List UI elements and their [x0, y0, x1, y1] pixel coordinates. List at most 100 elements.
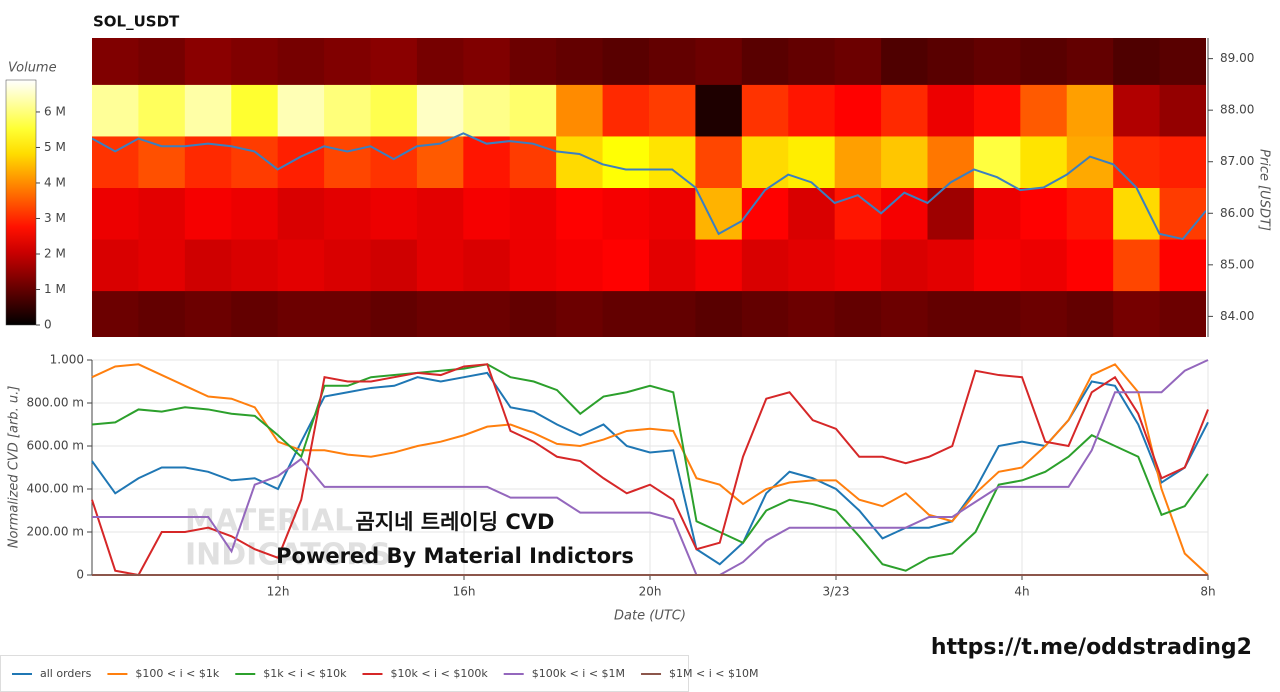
heat-cell	[927, 187, 975, 240]
heat-cell	[138, 84, 186, 137]
heat-cell	[92, 38, 139, 85]
heat-cell	[1113, 239, 1161, 292]
heat-cell	[416, 290, 464, 337]
heat-cell	[695, 187, 743, 240]
heat-cell	[788, 84, 836, 137]
heat-cell	[231, 290, 279, 337]
cvd-line	[91, 363, 1209, 576]
heat-cell	[92, 135, 139, 188]
heat-cell	[1159, 239, 1206, 292]
heat-cell	[416, 239, 464, 292]
annotation: Powered By Material Indictors	[276, 544, 634, 568]
heat-cell	[1020, 38, 1068, 85]
colorbar-tick-label: 0	[44, 318, 52, 332]
heat-cell	[695, 290, 743, 337]
heat-cell	[881, 187, 928, 240]
heat-cell	[1113, 38, 1161, 85]
heat-cell	[741, 38, 789, 85]
heat-cell	[184, 38, 232, 85]
heat-cell	[788, 187, 836, 240]
heat-cell	[231, 84, 279, 137]
colorbar	[5, 79, 37, 326]
heat-cell	[277, 239, 325, 292]
heat-cell	[741, 84, 789, 137]
heat-cell	[1066, 84, 1114, 137]
heat-cell	[138, 187, 186, 240]
heat-cell	[509, 187, 557, 240]
annotation: 곰지네 트레이딩 CVD	[356, 510, 555, 534]
x-tick-label: 20h	[639, 585, 662, 599]
heat-cell	[649, 38, 696, 85]
chart-title: SOL_USDT	[93, 13, 180, 31]
heat-cell	[92, 290, 139, 337]
heat-cell	[973, 84, 1021, 137]
heat-cell	[649, 290, 696, 337]
heat-cell	[1066, 290, 1114, 337]
x-tick-label: 3/23	[823, 585, 850, 599]
legend-label: $10k < i < $100k	[390, 667, 488, 680]
x-tick-label: 16h	[453, 585, 476, 599]
heat-cell	[324, 239, 371, 292]
heat-cell	[973, 239, 1021, 292]
heat-cell	[1159, 84, 1206, 137]
colorbar-tick-label: 4 M	[44, 175, 66, 189]
heat-cell	[881, 84, 928, 137]
heat-cell	[602, 290, 650, 337]
heat-cell	[277, 290, 325, 337]
heat-cell	[324, 290, 371, 337]
heat-cell	[834, 38, 882, 85]
y-tick-label: 87.00	[1220, 154, 1254, 168]
legend-label: $1M < i < $10M	[669, 667, 758, 680]
colorbar-tick-label: 1 M	[44, 282, 66, 296]
watermark: INDICATORS	[185, 538, 391, 573]
heat-cell	[138, 239, 186, 292]
y-tick-label: 0	[76, 568, 84, 582]
heat-cell	[184, 187, 232, 240]
heat-cell	[231, 38, 279, 85]
heat-cell	[370, 38, 418, 85]
heat-cell	[649, 187, 696, 240]
heat-cell	[1159, 187, 1206, 240]
heat-cell	[138, 135, 186, 188]
footer-link[interactable]: https://t.me/oddstrading2	[931, 635, 1252, 660]
cvd-line	[91, 363, 1209, 577]
heat-cell	[695, 135, 743, 188]
y-tick-label: 88.00	[1220, 103, 1254, 117]
heat-cell	[370, 290, 418, 337]
heat-cell	[138, 290, 186, 337]
heat-cell	[463, 290, 511, 337]
heat-cell	[695, 239, 743, 292]
heat-cell	[324, 135, 371, 188]
heat-cell	[324, 84, 371, 137]
heat-cell	[927, 135, 975, 188]
heat-cell	[463, 84, 511, 137]
heat-cell	[92, 239, 139, 292]
heat-cell	[463, 38, 511, 85]
heat-cell	[834, 239, 882, 292]
heat-cell	[1066, 38, 1114, 85]
y-tick-label: 800.00 m	[27, 396, 85, 410]
heat-cell	[788, 290, 836, 337]
y-axis-label: Normalized CVD [arb. u.]	[7, 386, 22, 549]
y-tick-label: 86.00	[1220, 206, 1254, 220]
heat-cell	[973, 290, 1021, 337]
heat-cell	[1159, 290, 1206, 337]
heat-cell	[324, 38, 371, 85]
heat-cell	[1113, 135, 1161, 188]
legend-label: $100k < i < $1M	[532, 667, 625, 680]
heat-cell	[370, 239, 418, 292]
heat-cell	[1159, 38, 1206, 85]
legend-label: $1k < i < $10k	[263, 667, 347, 680]
heat-cell	[695, 38, 743, 85]
heat-cell	[556, 290, 604, 337]
heat-cell	[834, 290, 882, 337]
heat-cell	[1113, 84, 1161, 137]
cvd-line	[91, 371, 1209, 566]
heat-cell	[927, 290, 975, 337]
heat-cell	[416, 38, 464, 85]
y-tick-label: 1.000	[50, 353, 84, 367]
legend-label: all orders	[40, 667, 92, 680]
watermark: MATERIAL	[185, 504, 353, 539]
heat-cell	[741, 290, 789, 337]
y-tick-label: 84.00	[1220, 309, 1254, 323]
